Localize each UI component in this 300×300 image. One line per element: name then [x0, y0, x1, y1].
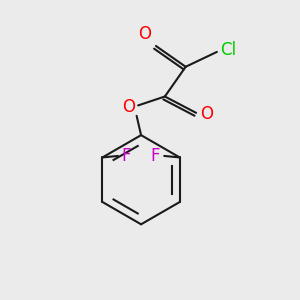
Text: Cl: Cl	[220, 41, 236, 59]
Text: O: O	[200, 105, 214, 123]
Text: O: O	[139, 25, 152, 43]
Text: F: F	[122, 147, 131, 165]
Text: O: O	[122, 98, 135, 116]
Text: F: F	[151, 147, 160, 165]
